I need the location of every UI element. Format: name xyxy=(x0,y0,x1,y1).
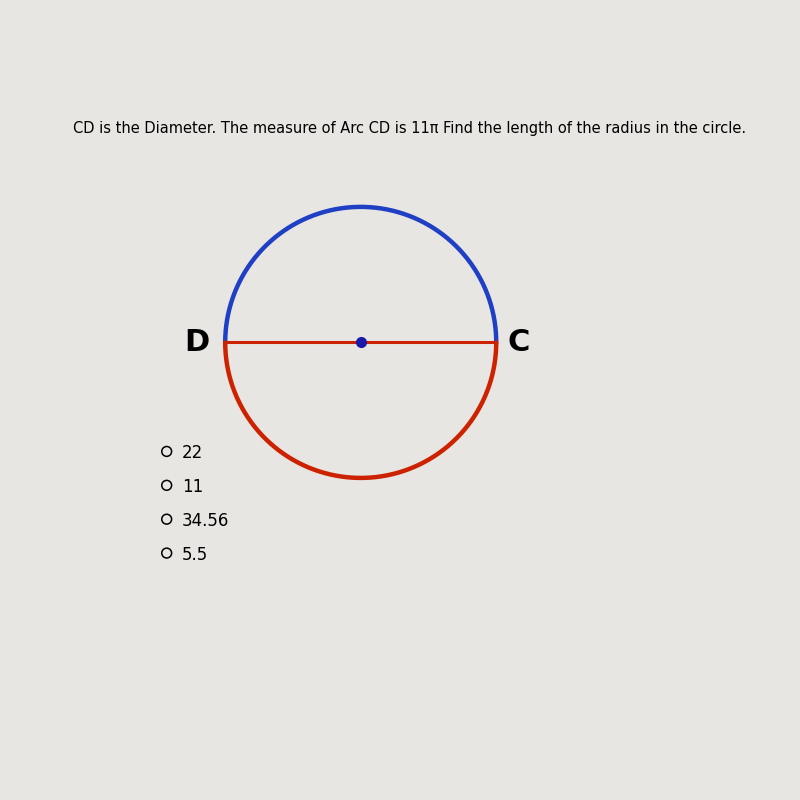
Text: 5.5: 5.5 xyxy=(182,546,208,564)
Text: 11: 11 xyxy=(182,478,203,496)
Text: D: D xyxy=(185,328,210,357)
Text: 34.56: 34.56 xyxy=(182,512,230,530)
Text: CD is the Diameter. The measure of Arc CD is 11π Find the length of the radius i: CD is the Diameter. The measure of Arc C… xyxy=(74,121,746,136)
Text: 22: 22 xyxy=(182,444,203,462)
Text: C: C xyxy=(507,328,530,357)
